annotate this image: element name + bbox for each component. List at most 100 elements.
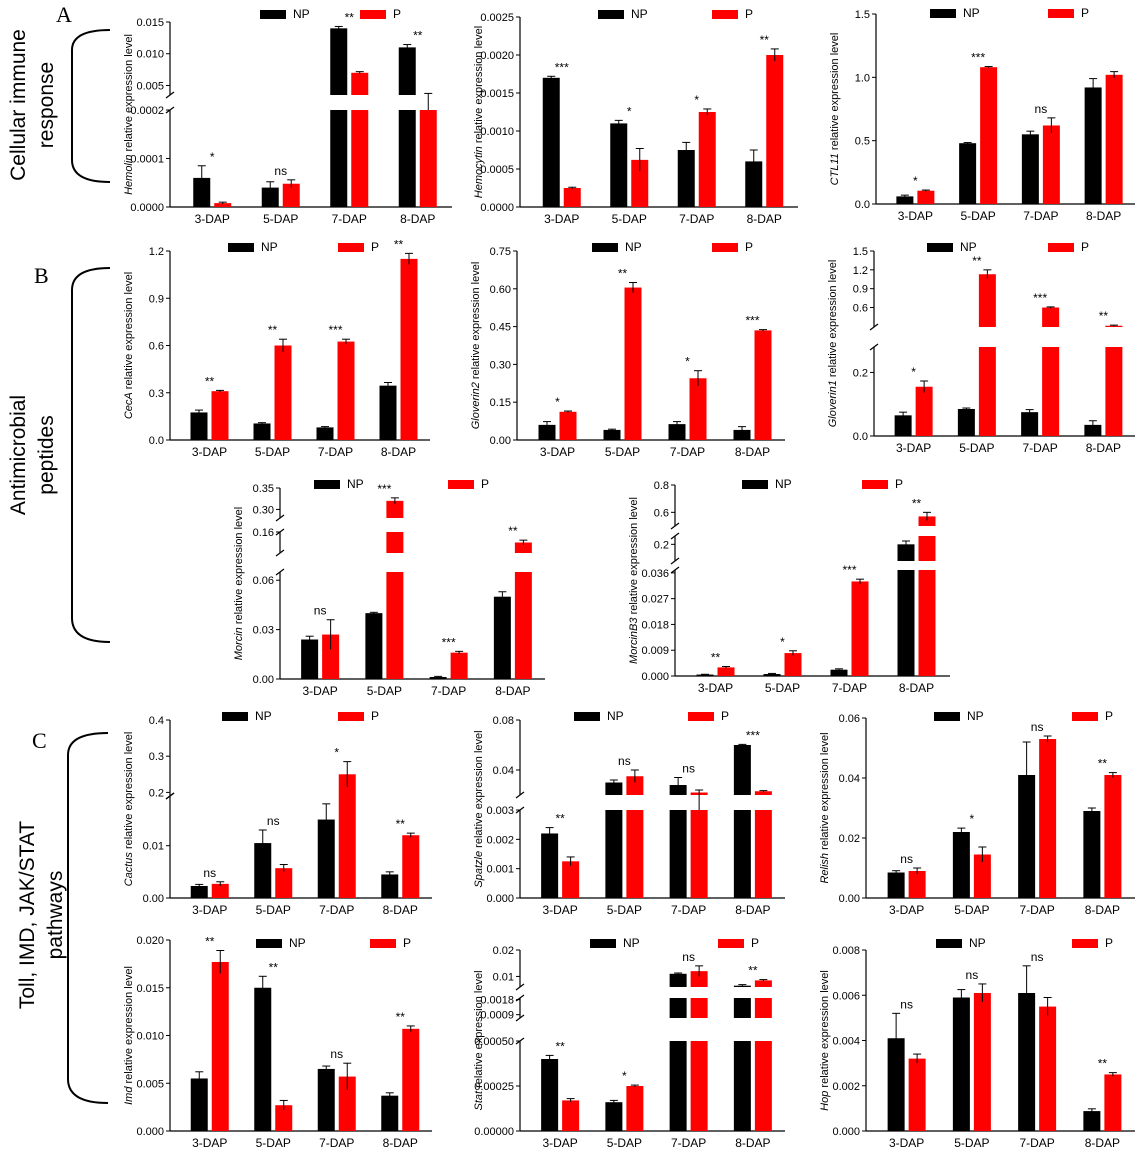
bar-break-gap bbox=[732, 1018, 752, 1041]
x-tick-label: 3-DAP bbox=[889, 903, 924, 917]
x-tick-label: 7-DAP bbox=[832, 681, 867, 695]
bar-p-3-dap bbox=[717, 667, 735, 676]
y-tick-label: 0.018 bbox=[641, 619, 669, 631]
bar-np-7-dap bbox=[669, 973, 687, 1131]
group-label-pathways: Toll, IMD, JAK/STAT pathways bbox=[16, 821, 67, 1009]
y-tick-label: 0.000 bbox=[486, 893, 514, 905]
legend-label-np: NP bbox=[255, 709, 272, 723]
y-tick-label: 0.00000 bbox=[474, 1126, 514, 1138]
bar-p-3-dap bbox=[211, 883, 229, 898]
x-tick-label: 8-DAP bbox=[1085, 1136, 1120, 1150]
y-axis-label-gene: CecA bbox=[123, 392, 135, 419]
significance-label: *** bbox=[442, 635, 456, 649]
y-axis-label-gene: Cactus bbox=[123, 852, 135, 887]
significance-label: ** bbox=[711, 651, 721, 665]
legend-label-np: NP bbox=[293, 7, 310, 21]
bar-np-5-dap bbox=[763, 673, 781, 676]
significance-label: * bbox=[694, 93, 699, 107]
y-axis-label-suffix: relative expression level bbox=[827, 260, 839, 380]
y-axis-label: Hemocytin relative expression level bbox=[473, 26, 485, 198]
bar-np-3-dap bbox=[887, 1038, 905, 1131]
significance-label: ** bbox=[1098, 1057, 1108, 1071]
bar-np-7-dap bbox=[668, 424, 686, 440]
x-tick-label: 8-DAP bbox=[747, 212, 782, 226]
legend-swatch-p bbox=[688, 712, 714, 721]
significance-label: ** bbox=[396, 1010, 406, 1024]
bar-np-7-dap bbox=[1018, 992, 1036, 1131]
bar-p-5-dap bbox=[282, 183, 300, 207]
bar-np-3-dap bbox=[541, 1059, 559, 1131]
y-axis-label-suffix: relative expression level bbox=[473, 970, 485, 1090]
y-tick-label: 0.6 bbox=[149, 341, 164, 353]
bar-break-gap bbox=[896, 561, 916, 570]
y-axis-label: Morcin relative expression level bbox=[233, 507, 245, 660]
bar-p-7-dap bbox=[1039, 739, 1057, 898]
axis-break-mark bbox=[275, 568, 285, 576]
significance-label: ** bbox=[1099, 309, 1109, 323]
bar-np-5-dap bbox=[254, 987, 272, 1131]
chart-ceca: 0.0 0.3 0.6 0.9 1.2 ** 3-DAP ** 5-DAP *** 7-DAP ** 8… bbox=[123, 237, 430, 459]
legend-label-p: P bbox=[751, 936, 759, 950]
bar-np-5-dap bbox=[610, 123, 628, 207]
legend-label-p: P bbox=[1081, 6, 1089, 20]
significance-label: ns bbox=[1031, 950, 1044, 964]
significance-label: ns bbox=[274, 164, 287, 178]
legend-label-np: NP bbox=[631, 7, 648, 21]
y-tick-label: 0.015 bbox=[136, 17, 164, 29]
legend-label-p: P bbox=[403, 936, 411, 950]
significance-label: *** bbox=[328, 323, 342, 337]
y-tick-label: 0.75 bbox=[490, 246, 511, 258]
axis-break-mark bbox=[670, 532, 680, 540]
bar-np-8-dap bbox=[1084, 424, 1102, 436]
y-axis-label-gene: Gloverin1 bbox=[827, 380, 839, 427]
significance-label: *** bbox=[745, 314, 759, 328]
chart-hemocytin: 0.00000.00050.00100.00150.00200.0025***3… bbox=[473, 7, 798, 226]
bar-p-8-dap bbox=[1105, 74, 1123, 204]
bar-p-5-dap bbox=[275, 1105, 293, 1131]
significance-label: ns bbox=[682, 950, 695, 964]
legend-swatch-p bbox=[448, 480, 474, 489]
y-tick-label: 1.5 bbox=[855, 9, 870, 21]
bracket-pathways bbox=[67, 732, 109, 1104]
legend-swatch-np bbox=[222, 712, 248, 721]
legend-label-p: P bbox=[745, 7, 753, 21]
bar-p-5-dap bbox=[626, 1086, 644, 1131]
y-axis-label-gene: Gloverin2 bbox=[470, 382, 482, 429]
y-axis-label: CecA relative expression level bbox=[123, 272, 135, 419]
chart-hop: 0.000 0.002 0.004 0.006 0.008 ns 3-DAP ns 5-DAP n… bbox=[819, 936, 1135, 1150]
significance-label: ns bbox=[618, 754, 631, 768]
bar-p-8-dap bbox=[402, 835, 420, 898]
chart-stat: 0.00000 0.00025 0.00050 0.0009 0.0018 0.01 0.0… bbox=[473, 936, 785, 1150]
legend-label-p: P bbox=[371, 240, 379, 254]
y-tick-label: 0.000 bbox=[832, 1126, 860, 1138]
bar-p-7-dap bbox=[690, 971, 708, 1131]
y-tick-label: 0.0005 bbox=[480, 164, 514, 176]
significance-label: * bbox=[210, 150, 215, 164]
bracket-cellular bbox=[71, 29, 111, 183]
legend-swatch-np bbox=[574, 712, 600, 721]
y-tick-label: 0.0000 bbox=[130, 202, 164, 214]
significance-label: *** bbox=[746, 728, 760, 742]
y-tick-label: 0.01 bbox=[493, 971, 514, 983]
y-axis-label: CTL11 relative expression level bbox=[829, 33, 841, 186]
significance-label: ** bbox=[760, 33, 770, 47]
y-tick-label: 0.00 bbox=[143, 893, 164, 905]
x-tick-label: 3-DAP bbox=[544, 212, 579, 226]
chart-hemolin: 0.0000 0.0001 0.0002 0.005 0.010 0.015 * 3-DAP n… bbox=[123, 7, 452, 226]
x-tick-label: 5-DAP bbox=[954, 1136, 989, 1150]
legend-swatch-p bbox=[718, 939, 744, 948]
x-tick-label: 5-DAP bbox=[954, 903, 989, 917]
y-axis-label: Gloverin1 relative expression level bbox=[827, 260, 839, 428]
y-tick-label: 0.2 bbox=[654, 539, 669, 551]
x-tick-label: 3-DAP bbox=[192, 903, 227, 917]
bar-p-8-dap bbox=[400, 258, 418, 440]
bar-break-gap bbox=[513, 553, 533, 572]
y-axis-label-suffix: relative expression level bbox=[123, 966, 135, 1086]
bar-p-7-dap bbox=[689, 378, 707, 440]
bar-np-3-dap bbox=[190, 1078, 208, 1131]
legend-swatch-p bbox=[1048, 9, 1074, 18]
bar-p-7-dap bbox=[1042, 125, 1060, 204]
legend-swatch-p bbox=[1072, 939, 1098, 948]
bar-np-8-dap bbox=[745, 161, 763, 207]
y-axis-label: MorcinB3 relative expression level bbox=[628, 497, 640, 664]
